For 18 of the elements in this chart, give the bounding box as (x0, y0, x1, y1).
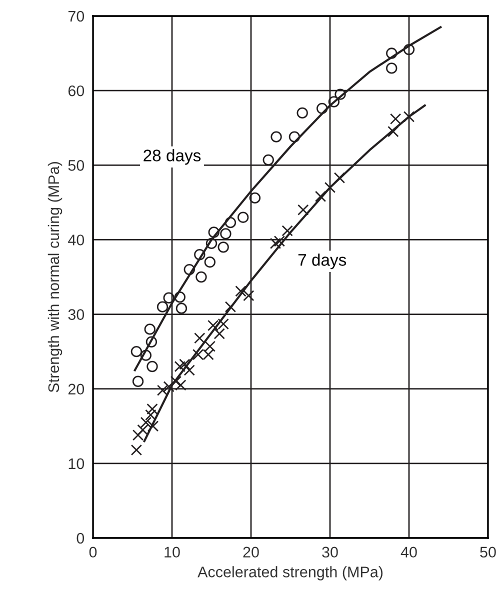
y-tick-label: 50 (68, 160, 84, 171)
y-tick-label: 10 (68, 458, 84, 470)
x-tick-label: 0 (89, 546, 97, 558)
annotation: 7 days (298, 254, 346, 270)
y-tick-label: 0 (76, 532, 84, 544)
y-tick-label: 20 (68, 384, 84, 395)
x-axis-title: Accelerated strength (MPa) (198, 566, 383, 580)
x-tick-label: 40 (400, 546, 417, 558)
x-tick-label: 20 (243, 546, 259, 558)
x-tick-label: 50 (480, 546, 496, 558)
y-tick-label: 40 (68, 234, 84, 246)
annotation: 28 days (144, 149, 201, 165)
y-tick-label: 30 (68, 309, 84, 320)
y-tick-label: 60 (68, 85, 84, 96)
y-tick-label: 70 (68, 10, 84, 22)
x-tick-label: 30 (322, 546, 338, 558)
x-tick-label: 10 (164, 546, 180, 558)
y-axis-title: Strength with normal curing (MPa) (48, 162, 62, 392)
